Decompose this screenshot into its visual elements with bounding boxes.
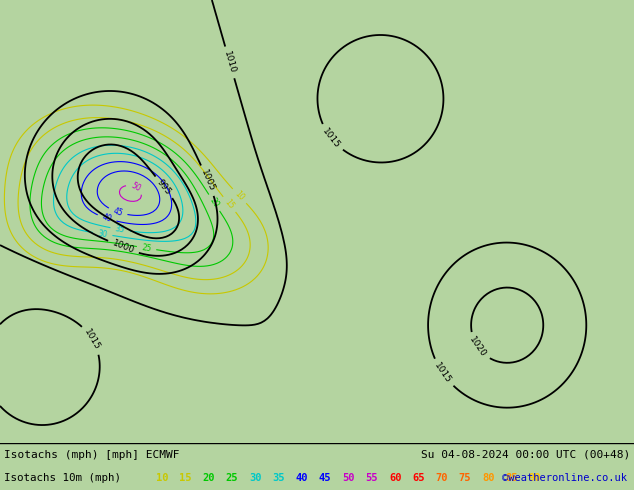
Polygon shape [127,365,634,443]
Text: 40: 40 [101,213,113,224]
Polygon shape [144,168,228,227]
Text: 30: 30 [97,229,108,239]
Text: 75: 75 [459,473,471,483]
Polygon shape [0,0,634,384]
Text: 10: 10 [233,190,246,203]
Polygon shape [423,168,634,305]
Polygon shape [144,168,465,316]
Text: 80: 80 [482,473,495,483]
Polygon shape [431,325,566,374]
Text: 35: 35 [115,224,126,235]
Text: 1015: 1015 [321,126,342,150]
Text: 60: 60 [389,473,401,483]
Text: 35: 35 [273,473,285,483]
Text: 50: 50 [129,181,142,194]
Text: 45: 45 [112,206,124,218]
Text: 10: 10 [156,473,168,483]
Text: 1005: 1005 [199,168,216,193]
Text: Su 04-08-2024 00:00 UTC (00+48): Su 04-08-2024 00:00 UTC (00+48) [421,450,630,460]
Text: 20: 20 [202,473,215,483]
Text: 85: 85 [505,473,518,483]
Text: 20: 20 [208,196,221,209]
Text: 1000: 1000 [111,239,136,256]
Text: 995: 995 [155,177,173,197]
Text: 90: 90 [529,473,541,483]
Text: 70: 70 [436,473,448,483]
Text: 25: 25 [226,473,238,483]
Polygon shape [338,305,431,374]
Text: 30: 30 [249,473,261,483]
Polygon shape [127,305,236,384]
Text: 50: 50 [342,473,355,483]
Polygon shape [254,39,448,168]
Polygon shape [423,0,634,177]
Text: 1015: 1015 [432,361,453,385]
Text: 45: 45 [319,473,332,483]
Text: Isotachs (mph) [mph] ECMWF: Isotachs (mph) [mph] ECMWF [4,450,179,460]
Polygon shape [271,305,347,374]
Text: 55: 55 [366,473,378,483]
Text: 1015: 1015 [82,327,102,352]
Text: 40: 40 [295,473,308,483]
Text: 65: 65 [412,473,425,483]
Text: ©weatheronline.co.uk: ©weatheronline.co.uk [502,473,627,483]
Text: 15: 15 [179,473,191,483]
Text: 25: 25 [141,243,152,253]
Text: 1020: 1020 [468,335,488,359]
Text: 15: 15 [223,198,236,211]
Text: 1010: 1010 [223,50,237,74]
Text: Isotachs 10m (mph): Isotachs 10m (mph) [4,473,121,483]
